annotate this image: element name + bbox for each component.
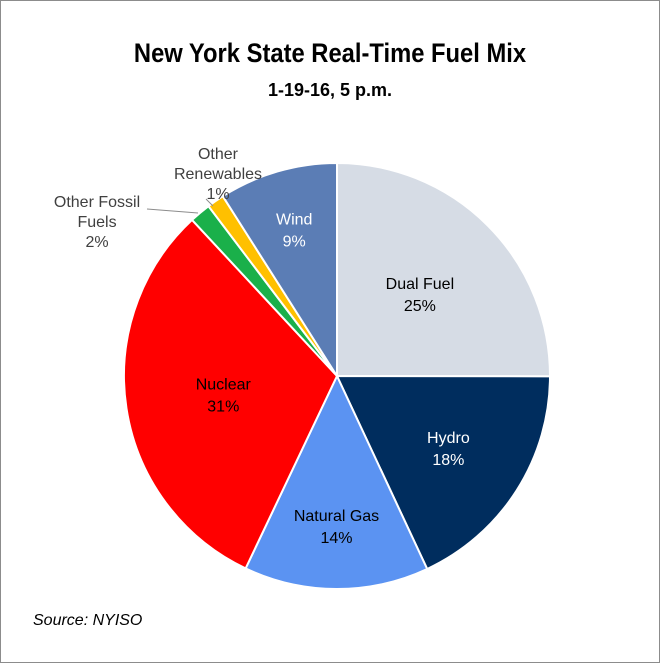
leader-line-other-renewables <box>205 198 214 207</box>
pie-label-natural-gas-value: 14% <box>320 530 352 547</box>
pie-label-other-renewables: Other Renewables <box>174 146 262 183</box>
pie-label-other-fossil-fuels: Other Fossil Fuels <box>54 194 140 231</box>
pie-slice-dual-fuel <box>336 161 552 378</box>
pie-label-hydro: Hydro <box>427 430 470 447</box>
pie-label-hydro-value: 18% <box>432 452 464 469</box>
pie-label-natural-gas: Natural Gas <box>294 508 379 525</box>
pie-label-nuclear-value: 31% <box>207 399 239 416</box>
pie-label-other-fossil-fuels-value: 2% <box>85 234 108 251</box>
pie-slices <box>123 161 552 590</box>
pie-slice-hydro <box>335 374 552 571</box>
pie-label-nuclear: Nuclear <box>196 377 252 394</box>
chart-title: New York State Real-Time Fuel Mix <box>133 38 527 68</box>
pie-slice-natural-gas <box>244 373 429 590</box>
chart-subtitle: 1-19-16, 5 p.m. <box>267 80 393 100</box>
pie-label-dual-fuel-value: 25% <box>404 298 436 315</box>
pie-label-other-renewables-value: 1% <box>206 186 229 203</box>
pie-labels: Dual Fuel 25% Hydro 18% Natural Gas 14% Nuclea… <box>54 146 470 547</box>
leader-line-other-fossil-fuels <box>146 208 199 214</box>
pie-label-dual-fuel: Dual Fuel <box>386 276 454 293</box>
pie-slice-wind <box>221 161 338 380</box>
pie-label-wind: Wind <box>276 212 312 229</box>
source-note: Source: NYISO <box>33 612 143 629</box>
pie-slice-nuclear <box>123 218 339 570</box>
pie-label-wind-value: 9% <box>283 234 306 251</box>
